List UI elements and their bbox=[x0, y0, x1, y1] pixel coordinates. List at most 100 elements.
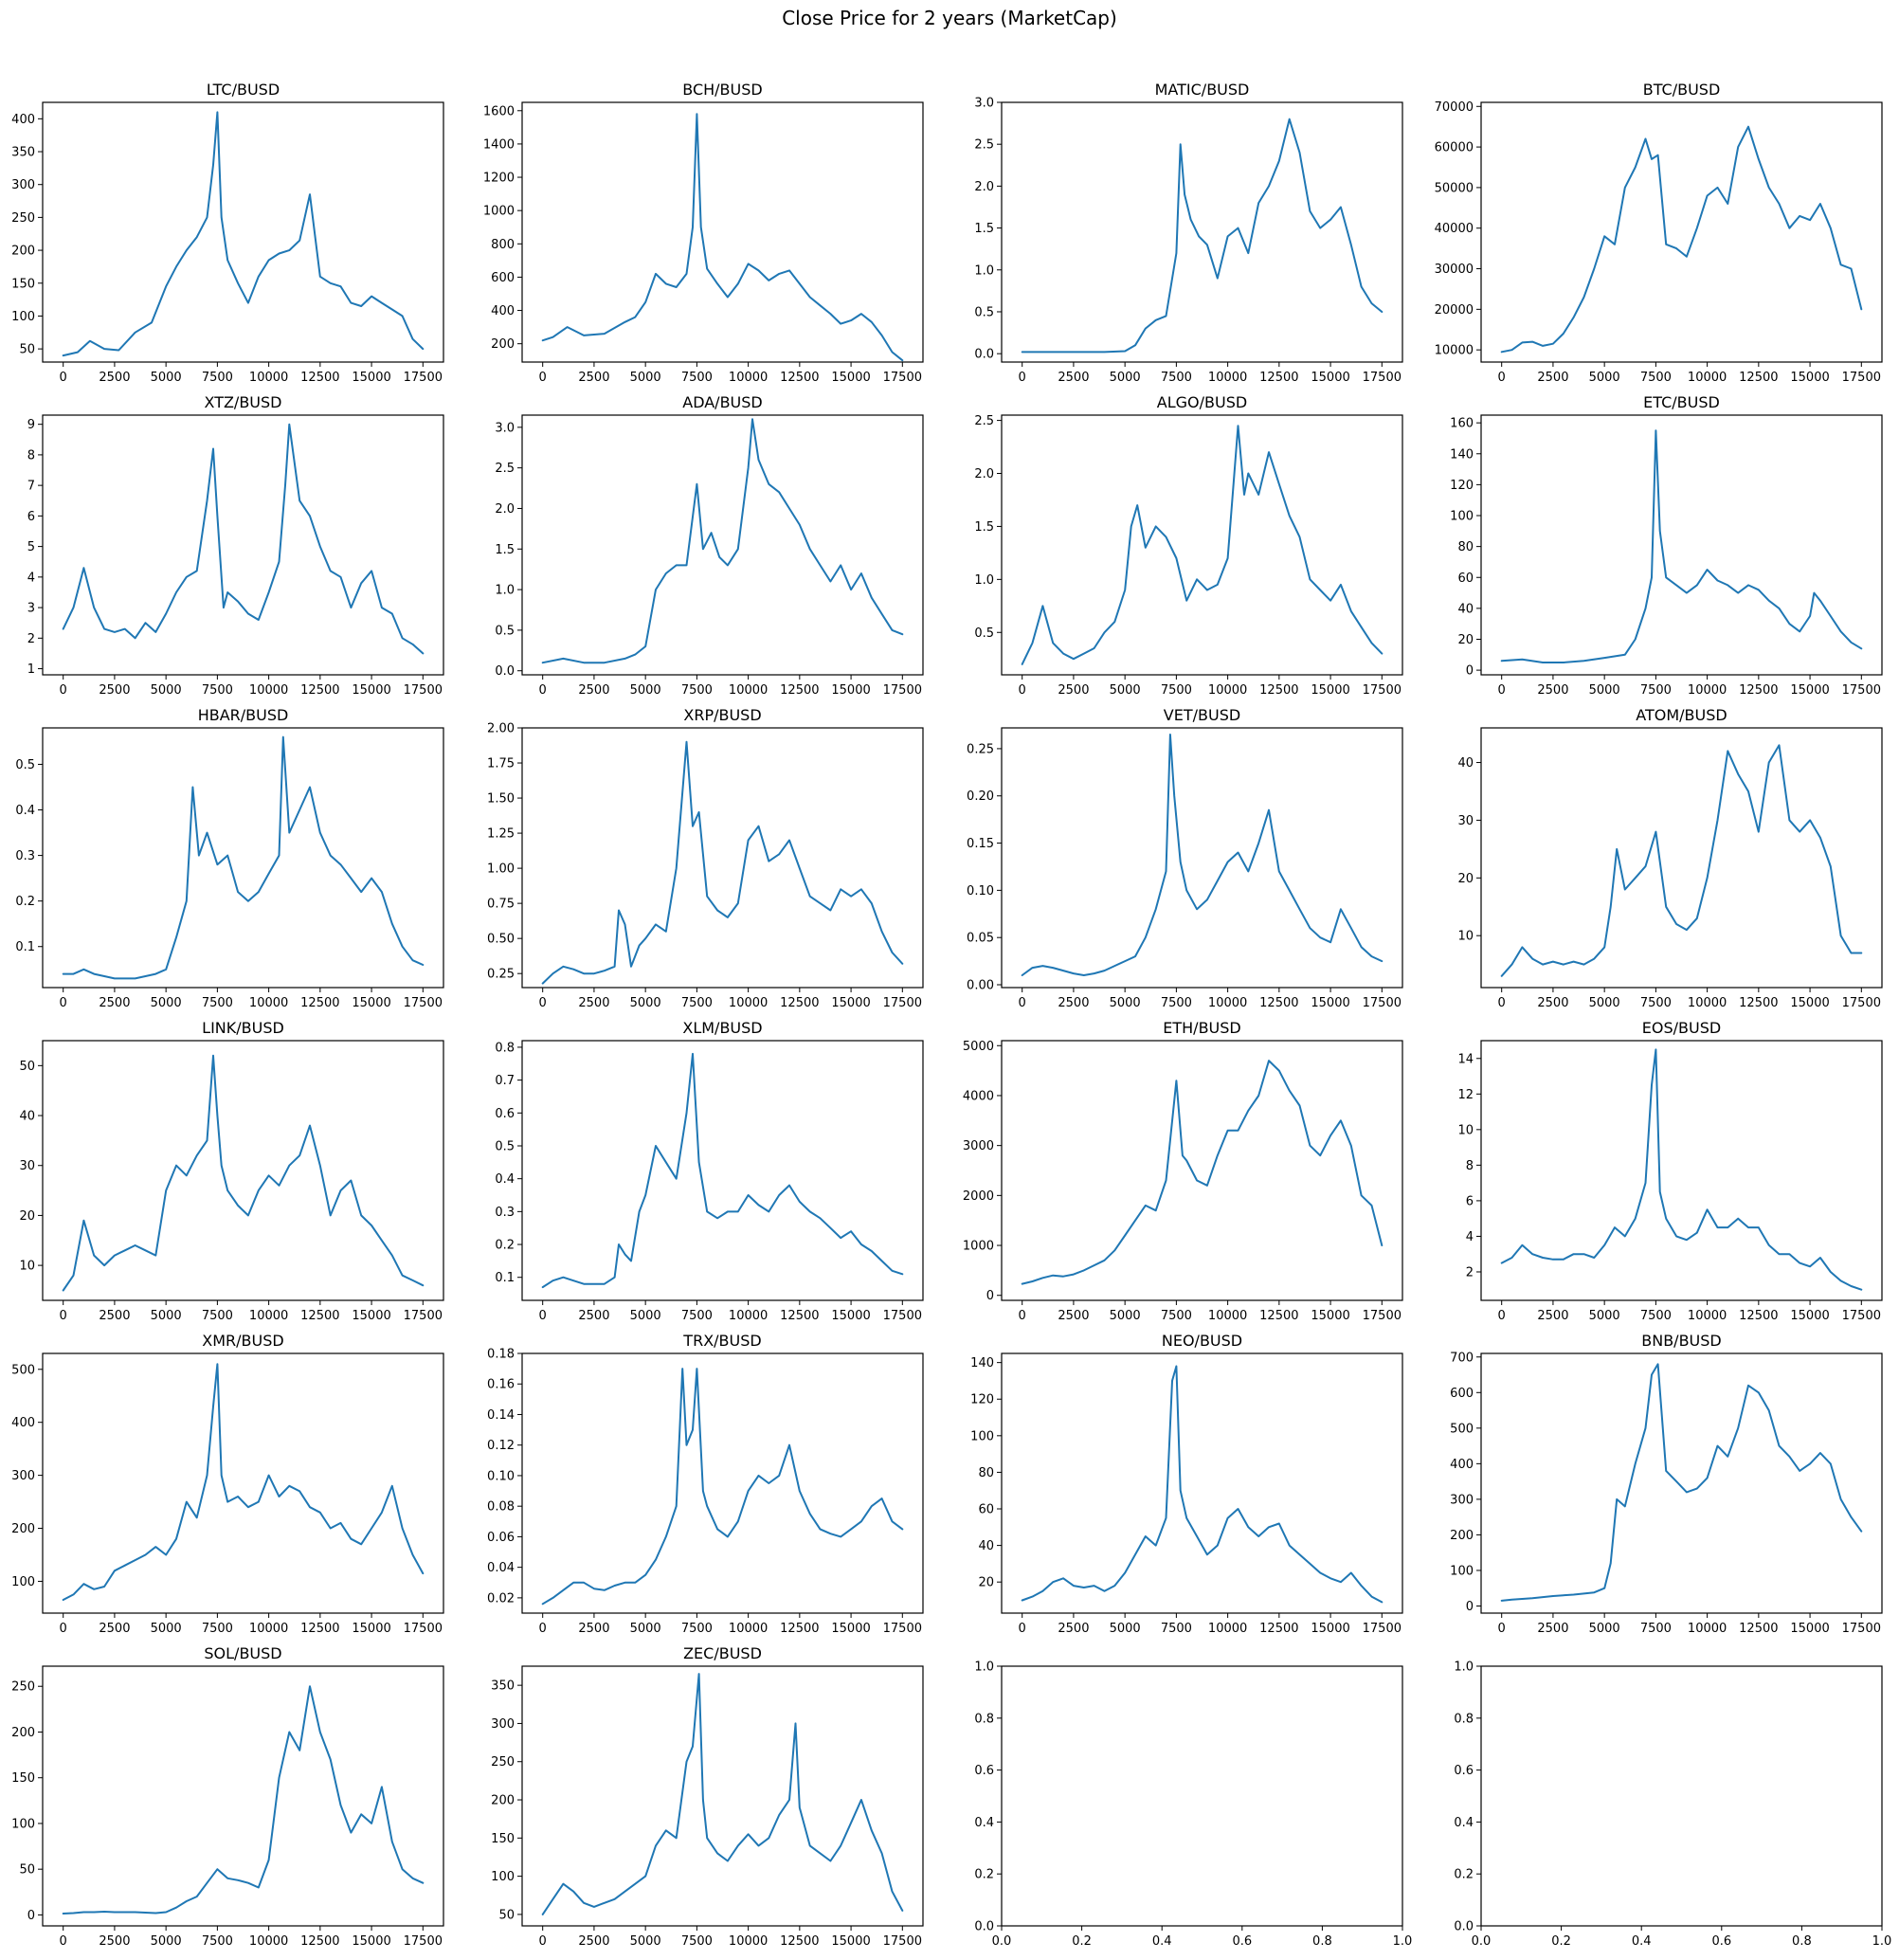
x-tick-label: 10000 bbox=[1208, 371, 1247, 385]
y-tick-label: 2.5 bbox=[974, 138, 994, 153]
y-tick-label: 0.2 bbox=[15, 895, 35, 909]
subplot-title: NEO/BUSD bbox=[1162, 1332, 1242, 1350]
x-tick-label: 15000 bbox=[1311, 996, 1349, 1010]
series-line bbox=[541, 1052, 904, 1289]
x-tick-label: 15000 bbox=[352, 1309, 390, 1323]
y-tick-label: 200 bbox=[491, 1794, 515, 1808]
y-tick-label: 0.4 bbox=[495, 1172, 515, 1187]
y-tick-label: 7 bbox=[27, 480, 35, 494]
y-tick-label: 1 bbox=[27, 662, 35, 677]
x-tick-label: 2500 bbox=[1537, 683, 1568, 698]
x-tick-label: 2500 bbox=[1537, 996, 1568, 1010]
x-tick-label: 10000 bbox=[729, 1934, 768, 1949]
y-tick-label: 0.25 bbox=[487, 968, 515, 982]
axes-frame bbox=[521, 1040, 924, 1301]
x-tick-label: 12500 bbox=[300, 1934, 339, 1949]
y-tick-label: 70000 bbox=[1435, 100, 1474, 115]
x-tick-label: 10000 bbox=[249, 683, 288, 698]
x-tick-label: 17500 bbox=[883, 996, 922, 1010]
x-tick-label: 5000 bbox=[1110, 683, 1141, 698]
y-tick-label: 0.3 bbox=[15, 849, 35, 863]
x-tick-label: 12500 bbox=[780, 683, 819, 698]
x-tick-label: 0 bbox=[1019, 371, 1026, 385]
x-tick-label: 2500 bbox=[99, 996, 130, 1010]
y-tick-label: 0.3 bbox=[495, 1206, 515, 1220]
x-tick-label: 17500 bbox=[1363, 683, 1402, 698]
y-tick-label: 9 bbox=[27, 418, 35, 432]
x-tick-label: 15000 bbox=[1311, 683, 1349, 698]
axes-frame bbox=[1480, 101, 1883, 363]
y-tick-label: 2 bbox=[1466, 1265, 1474, 1279]
x-tick-label: 0.2 bbox=[1551, 1934, 1571, 1949]
subplot: MATIC/BUSD 0 2500 5000 7500 10000 12500 15000 17… bbox=[974, 81, 1403, 385]
x-tick-label: 0 bbox=[60, 996, 67, 1010]
x-tick-label: 5000 bbox=[151, 1622, 182, 1636]
x-tick-label: 12500 bbox=[1259, 683, 1298, 698]
x-tick-label: 2500 bbox=[99, 371, 130, 385]
y-tick-label: 0 bbox=[1466, 664, 1474, 679]
subplot: XRP/BUSD 0 2500 5000 7500 10000 12500 15000 1750… bbox=[487, 706, 924, 1010]
y-tick-label: 1.25 bbox=[487, 827, 515, 842]
x-tick-label: 7500 bbox=[1161, 371, 1192, 385]
x-tick-label: 0.2 bbox=[1072, 1934, 1092, 1949]
subplot-title: EOS/BUSD bbox=[1642, 1019, 1721, 1037]
y-tick-label: 8 bbox=[27, 448, 35, 463]
y-tick-label: 50000 bbox=[1435, 181, 1474, 195]
x-tick-label: 2500 bbox=[1058, 1309, 1089, 1323]
x-tick-label: 12500 bbox=[1739, 1309, 1778, 1323]
x-tick-label: 10000 bbox=[1208, 1309, 1247, 1323]
y-tick-label: 100 bbox=[1450, 1564, 1474, 1578]
y-tick-label: 0.0 bbox=[1454, 1920, 1474, 1934]
axes-frame bbox=[521, 727, 924, 989]
axes-frame bbox=[1001, 1040, 1403, 1301]
x-tick-label: 17500 bbox=[883, 1622, 922, 1636]
axes-frame bbox=[1001, 727, 1403, 989]
x-tick-label: 17500 bbox=[404, 683, 443, 698]
y-tick-label: 0.4 bbox=[974, 1816, 994, 1830]
y-tick-label: 400 bbox=[491, 304, 515, 318]
y-tick-label: 200 bbox=[1450, 1529, 1474, 1543]
x-tick-label: 0 bbox=[539, 683, 547, 698]
x-tick-label: 15000 bbox=[1790, 1309, 1829, 1323]
subplot-title: VET/BUSD bbox=[1164, 706, 1240, 724]
series-line bbox=[541, 740, 904, 985]
y-tick-label: 10 bbox=[19, 1260, 35, 1274]
x-tick-label: 2500 bbox=[578, 1934, 609, 1949]
x-tick-label: 17500 bbox=[1842, 996, 1881, 1010]
series-line bbox=[541, 113, 904, 362]
x-tick-label: 2500 bbox=[578, 371, 609, 385]
x-tick-label: 15000 bbox=[1790, 683, 1829, 698]
x-tick-label: 10000 bbox=[249, 1622, 288, 1636]
x-tick-label: 15000 bbox=[352, 1622, 390, 1636]
x-tick-label: 7500 bbox=[681, 1934, 713, 1949]
y-tick-label: 1.0 bbox=[974, 1661, 994, 1675]
y-tick-label: 0.08 bbox=[487, 1500, 515, 1515]
axes-frame bbox=[1001, 1352, 1403, 1614]
x-tick-label: 0 bbox=[1498, 1622, 1506, 1636]
y-tick-label: 600 bbox=[491, 271, 515, 285]
y-tick-label: 20 bbox=[1457, 872, 1474, 886]
x-tick-label: 7500 bbox=[1640, 1309, 1672, 1323]
x-tick-label: 17500 bbox=[883, 1934, 922, 1949]
y-tick-label: 20 bbox=[978, 1576, 994, 1590]
figure-title: Close Price for 2 years (MarketCap) bbox=[782, 7, 1117, 29]
x-tick-label: 12500 bbox=[780, 1934, 819, 1949]
y-tick-label: 0.15 bbox=[967, 837, 994, 851]
y-tick-label: 2.5 bbox=[495, 462, 515, 476]
y-tick-label: 0.5 bbox=[15, 758, 35, 772]
x-tick-label: 0 bbox=[60, 1934, 67, 1949]
subplot-title: LINK/BUSD bbox=[202, 1019, 284, 1037]
y-tick-label: 1.0 bbox=[1454, 1661, 1474, 1675]
subplot-title: ETC/BUSD bbox=[1643, 393, 1720, 411]
y-tick-label: 100 bbox=[970, 1429, 994, 1443]
y-tick-label: 60000 bbox=[1435, 141, 1474, 155]
x-tick-label: 12500 bbox=[1259, 996, 1298, 1010]
subplot-title: TRX/BUSD bbox=[682, 1332, 761, 1350]
x-tick-label: 7500 bbox=[681, 683, 713, 698]
y-tick-label: 0.2 bbox=[1454, 1868, 1474, 1882]
series-line bbox=[62, 111, 425, 357]
x-tick-label: 12500 bbox=[1259, 371, 1298, 385]
x-tick-label: 0 bbox=[1498, 371, 1506, 385]
axes-frame bbox=[521, 1665, 924, 1927]
